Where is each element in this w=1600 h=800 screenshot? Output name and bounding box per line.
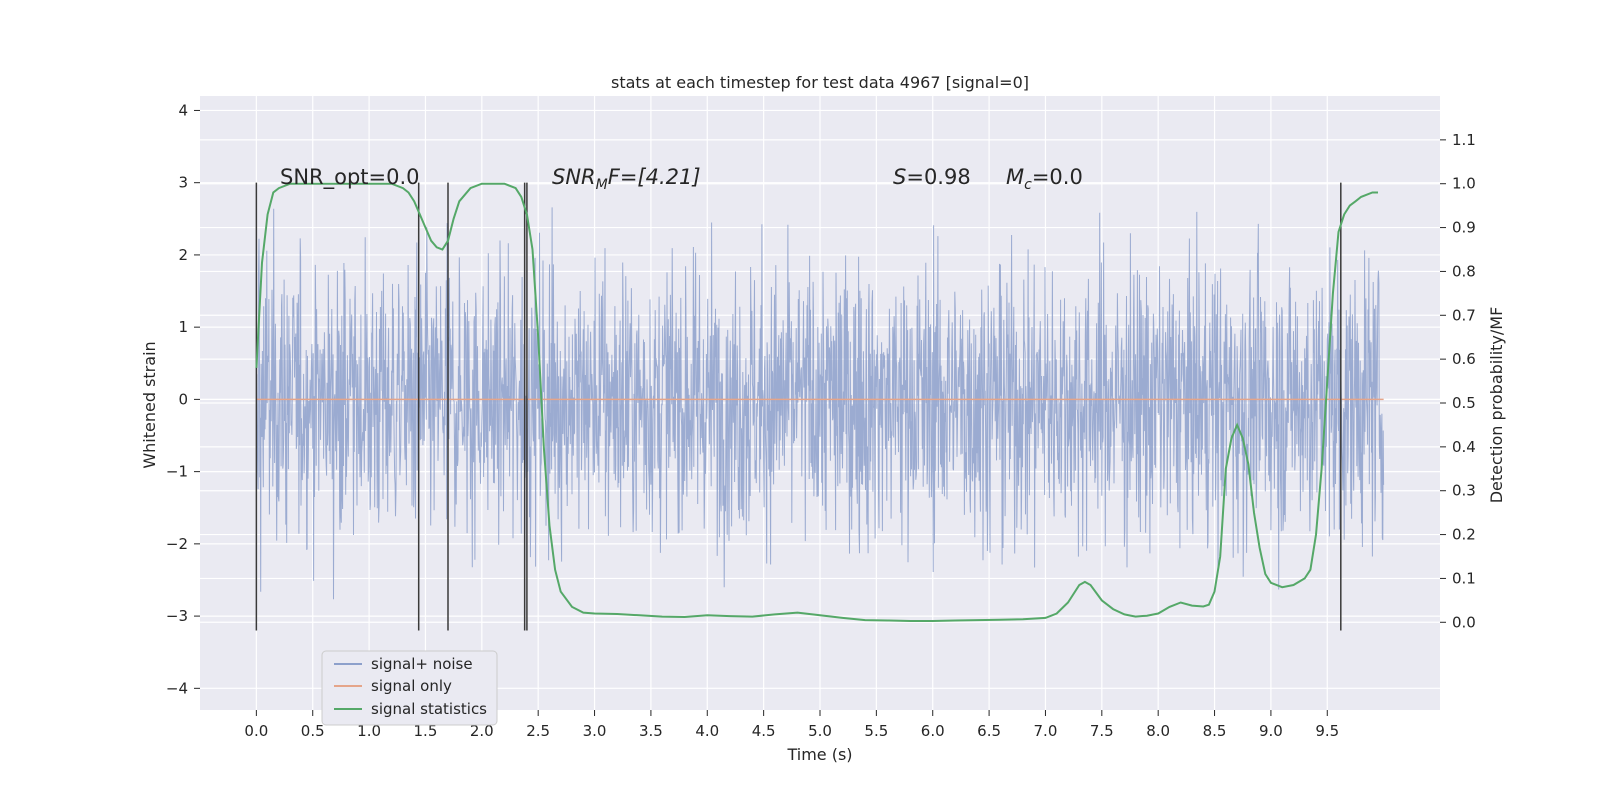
y-right-tick-label: 1.1 [1452,131,1476,149]
annotation-s-italic: S [893,165,906,189]
legend-label-stats: signal statistics [371,700,487,718]
x-tick-label: 6.5 [977,722,1001,740]
x-tick-label: 1.0 [357,722,381,740]
x-tick-label: 6.0 [921,722,945,740]
y-tick-label: 1 [178,318,188,336]
y-right-tick-label: 0.2 [1452,526,1476,544]
y-tick-label: 2 [178,246,188,264]
signal-statistics-line [255,182,1378,622]
annotation-snr-mf-sub: M [596,177,608,193]
y-tick-label: 4 [178,101,188,119]
x-axis-label: Time (s) [786,745,852,764]
event-markers [255,182,1342,631]
annotation-s-rest: =0.98 [906,165,970,189]
y-right-tick-label: 0.4 [1452,438,1476,456]
annotation-snr-mf: SNRMF=[4.21] [552,165,701,193]
annotation-snr-mf-base: SNR [552,165,596,189]
signal-noise-series [255,207,1385,600]
y-right-tick-label: 0.6 [1452,350,1476,368]
y-tick-label: 3 [178,174,188,192]
y-tick-label: 0 [178,390,188,408]
signal-noise-trace [255,207,1385,600]
chart-title: stats at each timestep for test data 496… [611,73,1029,92]
y-right-tick-label: 1.0 [1452,175,1476,193]
y-right-tick-label: 0.7 [1452,306,1476,324]
y-right-axis-label: Detection probability/MF [1487,307,1506,504]
y-right-tick-label: 0.1 [1452,569,1476,587]
annotation-mc-sub: c [1024,177,1032,193]
annotation-snr-opt: SNR_opt=0.0 [280,165,420,190]
y-tick-label: −3 [166,607,188,625]
x-tick-label: 5.0 [808,722,832,740]
y-right-tick-label: 0.0 [1452,613,1476,631]
x-tick-label: 3.0 [583,722,607,740]
y-right-tick-label: 0.3 [1452,482,1476,500]
x-tick-label: 8.5 [1203,722,1227,740]
y-right-tick-label: 0.5 [1452,394,1476,412]
x-tick-label: 0.0 [244,722,268,740]
y-right-axis-ticks: 0.0 0.1 0.2 0.3 0.4 0.5 0.6 0.7 0.8 0.9 1.0 1.1 [1440,131,1476,631]
x-axis-ticks: 0.0 0.5 1.0 1.5 2.0 2.5 3.0 3.5 4.0 4.5 5.0 5.5 6.0 6… [244,710,1339,740]
x-tick-label: 3.5 [639,722,663,740]
x-tick-label: 7.5 [1090,722,1114,740]
y-tick-label: −4 [166,679,188,697]
annotation-mc-rest: =0.0 [1032,165,1083,189]
x-tick-label: 0.5 [301,722,325,740]
x-tick-label: 7.0 [1034,722,1058,740]
y-tick-label: −2 [166,535,188,553]
y-tick-label: −1 [166,463,188,481]
legend-box [321,650,498,726]
annotation-snr-mf-rest: F=[4.21] [608,165,701,189]
x-tick-label: 9.5 [1315,722,1339,740]
x-tick-label: 2.0 [470,722,494,740]
annotation-mc-base: M [1006,165,1024,189]
x-tick-label: 2.5 [526,722,550,740]
annotation-s: S=0.98 [893,165,971,189]
y-right-tick-label: 0.8 [1452,262,1476,280]
x-tick-label: 5.5 [864,722,888,740]
x-tick-label: 4.5 [752,722,776,740]
y-axis-label: Whitened strain [140,341,159,468]
legend-label-signal: signal only [371,677,452,695]
x-tick-label: 1.5 [414,722,438,740]
y-axis-ticks: −4 −3 −2 −1 0 1 2 3 4 [166,101,200,697]
legend: signal+ noise signal only signal statist… [321,650,498,726]
x-tick-label: 4.0 [695,722,719,740]
legend-label-noise: signal+ noise [371,655,473,673]
x-tick-label: 9.0 [1259,722,1283,740]
x-tick-label: 8.0 [1146,722,1170,740]
annotation-mc: Mc=0.0 [1006,165,1083,193]
y-right-tick-label: 0.9 [1452,219,1476,237]
